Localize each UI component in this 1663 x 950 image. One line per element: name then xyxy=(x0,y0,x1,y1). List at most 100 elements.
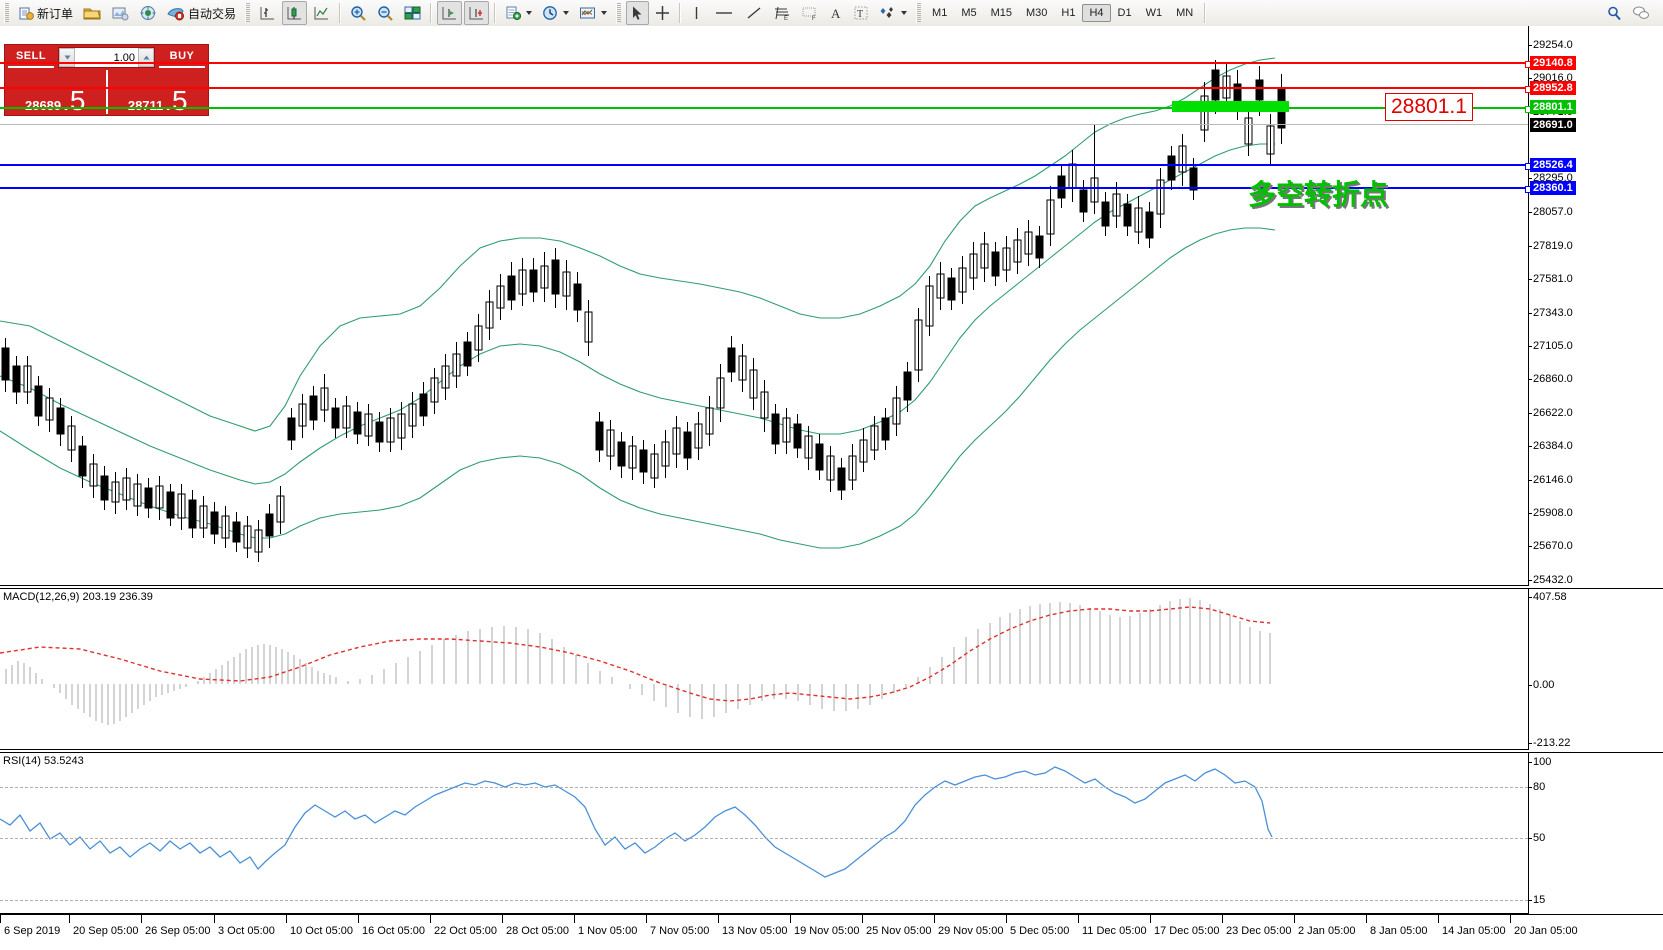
new-order-button[interactable]: 新订单 xyxy=(14,1,77,25)
chat-button[interactable] xyxy=(1628,1,1654,25)
zoom-in-button[interactable] xyxy=(346,1,371,25)
candlestick-chart-icon xyxy=(286,5,303,21)
chart-annotation-text[interactable]: 多空转折点 xyxy=(1248,178,1389,211)
text-label-button[interactable]: A xyxy=(825,1,847,25)
lot-decrement-button[interactable] xyxy=(59,48,75,67)
timeframe-h1[interactable]: H1 xyxy=(1061,7,1076,19)
y-tick: -213.22 xyxy=(1528,737,1571,749)
y-tick: 26860.0 xyxy=(1529,373,1573,385)
bar-chart-icon xyxy=(259,5,276,21)
autotrading-button[interactable]: 自动交易 xyxy=(163,1,240,25)
price-tag-support-1[interactable]: 28526.4 xyxy=(1530,158,1576,172)
price-tag-support-2[interactable]: 28360.1 xyxy=(1530,181,1576,195)
lot-size-value[interactable]: 1.00 xyxy=(113,51,135,64)
vline-button[interactable] xyxy=(686,1,707,25)
svg-text:T: T xyxy=(857,9,863,20)
shapes-button[interactable] xyxy=(875,1,911,25)
x-tick: 19 Nov 05:00 xyxy=(789,915,860,937)
cursor-button[interactable] xyxy=(626,1,650,25)
timeframe-h4[interactable]: H4 xyxy=(1082,4,1111,22)
toolbar-separator-1 xyxy=(339,3,342,23)
toolbar-separator-4 xyxy=(679,3,682,23)
buy-button[interactable]: BUY xyxy=(159,47,205,68)
fibonacci-button[interactable]: E xyxy=(769,1,795,25)
timeframe-m15[interactable]: M15 xyxy=(990,7,1012,19)
new-order-icon xyxy=(18,5,34,21)
period-button[interactable] xyxy=(538,1,573,25)
templates-button[interactable] xyxy=(575,1,611,25)
one-click-trading-panel[interactable]: SELL 1.00 BUY 28689 .5 28711 .5 xyxy=(4,44,209,116)
y-tick: 29254.0 xyxy=(1529,39,1573,51)
macd-label: MACD(12,26,9) 203.19 236.39 xyxy=(3,591,153,603)
price-tag-resistance-1[interactable]: 29140.8 xyxy=(1530,56,1576,70)
hline-button[interactable] xyxy=(709,1,739,25)
rsi-axis[interactable]: 100 80 50 15 0 xyxy=(1528,752,1663,925)
timeframe-m30[interactable]: M30 xyxy=(1026,7,1048,19)
market-watch-button[interactable] xyxy=(135,1,161,25)
level-line-pivot[interactable] xyxy=(0,106,1532,113)
rsi-pane[interactable]: RSI(14) 53.5243 xyxy=(0,752,1528,914)
toolbar-grip-2[interactable] xyxy=(245,3,251,23)
search-button[interactable] xyxy=(1602,1,1626,25)
timeframe-m1[interactable]: M1 xyxy=(932,7,948,19)
candlestick-chart-button[interactable] xyxy=(282,1,308,25)
timeframe-d1[interactable]: D1 xyxy=(1117,7,1132,19)
timeframe-mn[interactable]: MN xyxy=(1176,7,1194,19)
price-tag-pivot[interactable]: 28801.1 xyxy=(1530,100,1576,114)
chart-window[interactable]: HK50-,H4 28939.0 28985.0 28682.0 28691.0 xyxy=(0,26,1663,950)
price-axis-main[interactable]: 29254.0 29016.0 28771.0 28295.0 28057.0 … xyxy=(1528,26,1663,586)
level-line-support-1[interactable] xyxy=(0,163,1532,170)
toolbar-grip[interactable] xyxy=(4,3,9,23)
navigator-icon xyxy=(139,5,157,21)
folder-button[interactable] xyxy=(79,1,105,25)
level-line-resistance-2[interactable] xyxy=(0,86,1532,93)
level-line-resistance-1[interactable] xyxy=(0,61,1532,68)
price-chart-svg xyxy=(0,57,1286,562)
y-tick: 80 xyxy=(1528,781,1546,793)
chevron-down-icon-4[interactable] xyxy=(901,11,908,15)
chevron-down-icon-2[interactable] xyxy=(563,11,570,15)
price-tag-last[interactable]: 28691.0 xyxy=(1530,118,1576,132)
macd-chart-svg xyxy=(0,598,1271,725)
trendline-button[interactable] xyxy=(741,1,767,25)
timeframe-m5[interactable]: M5 xyxy=(961,7,977,19)
macd-pane[interactable]: MACD(12,26,9) 203.19 236.39 xyxy=(0,588,1528,750)
pivot-zone-highlight[interactable] xyxy=(1172,101,1289,112)
text-button[interactable]: T xyxy=(849,1,873,25)
lot-size-stepper[interactable]: 1.00 xyxy=(58,47,155,68)
zoom-out-button[interactable] xyxy=(373,1,398,25)
shift-end-button[interactable] xyxy=(437,1,463,25)
x-tick: 3 Oct 05:00 xyxy=(214,915,275,937)
y-tick: 25670.0 xyxy=(1529,540,1573,552)
timeframe-w1[interactable]: W1 xyxy=(1145,7,1163,19)
line-chart-icon xyxy=(313,5,330,21)
profiles-button[interactable] xyxy=(107,1,133,25)
price-tag-resistance-2[interactable]: 28952.8 xyxy=(1530,81,1576,95)
y-tick: 407.58 xyxy=(1529,591,1567,603)
bar-chart-button[interactable] xyxy=(255,1,280,25)
sell-button[interactable]: SELL xyxy=(8,47,54,68)
channel-button[interactable]: F xyxy=(797,1,823,25)
vline-icon xyxy=(690,5,703,21)
chevron-down-icon[interactable] xyxy=(526,11,533,15)
auto-scroll-button[interactable] xyxy=(464,1,490,25)
price-pane[interactable]: 28801.1 多空转折点 xyxy=(0,26,1532,586)
time-axis[interactable]: 6 Sep 2019 20 Sep 05:00 26 Sep 05:00 3 O… xyxy=(0,914,1663,950)
y-tick: 27105.0 xyxy=(1529,340,1573,352)
toolbar-grip-3[interactable] xyxy=(616,3,622,23)
toolbar-grip-4[interactable] xyxy=(916,3,922,23)
y-tick: 25432.0 xyxy=(1529,574,1573,586)
tile-windows-button[interactable] xyxy=(400,1,425,25)
x-tick: 25 Nov 05:00 xyxy=(861,915,932,937)
crosshair-button[interactable] xyxy=(651,1,674,25)
crosshair-icon xyxy=(655,5,670,21)
x-tick: 23 Dec 05:00 xyxy=(1221,915,1292,937)
line-chart-button[interactable] xyxy=(309,1,334,25)
macd-axis[interactable]: 407.58 0.00 -213.22 xyxy=(1528,588,1663,750)
chevron-down-icon-3[interactable] xyxy=(601,11,608,15)
indicators-button[interactable] xyxy=(501,1,536,25)
y-tick: 50 xyxy=(1528,832,1546,844)
level-line-last-price xyxy=(0,124,1528,125)
lot-increment-button[interactable] xyxy=(138,48,154,67)
price-callout-box[interactable]: 28801.1 xyxy=(1385,93,1473,121)
